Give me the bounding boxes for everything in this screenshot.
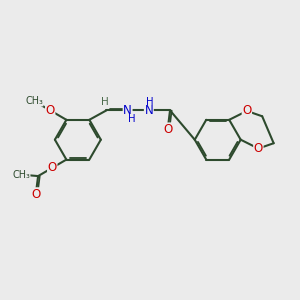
Text: H: H [146, 97, 154, 106]
Text: N: N [123, 104, 132, 117]
Text: O: O [46, 104, 55, 117]
Text: O: O [48, 161, 57, 174]
Text: CH₃: CH₃ [25, 96, 43, 106]
Text: O: O [31, 188, 40, 201]
Text: CH₃: CH₃ [12, 169, 30, 180]
Text: N: N [144, 104, 153, 117]
Text: H: H [128, 114, 136, 124]
Text: H: H [101, 97, 109, 107]
Text: O: O [242, 104, 251, 118]
Text: O: O [254, 142, 263, 155]
Text: O: O [163, 123, 172, 136]
